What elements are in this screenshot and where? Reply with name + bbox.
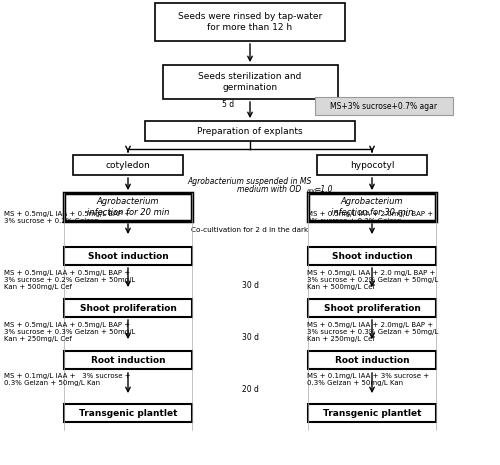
Text: Agrobacterium
infection for 20 min: Agrobacterium infection for 20 min bbox=[87, 197, 169, 217]
Bar bbox=[315, 97, 453, 115]
Text: Transgenic plantlet: Transgenic plantlet bbox=[323, 408, 421, 418]
Text: Shoot proliferation: Shoot proliferation bbox=[324, 304, 420, 312]
Text: MS + 0.1mg/L IAA + 3% sucrose +
0.3% Gelzan + 50mg/L Kan: MS + 0.1mg/L IAA + 3% sucrose + 0.3% Gel… bbox=[307, 373, 429, 386]
Bar bbox=[162, 65, 338, 99]
Text: MS + 0.1mg/L IAA +   3% sucrose +
0.3% Gelzan + 50mg/L Kan: MS + 0.1mg/L IAA + 3% sucrose + 0.3% Gel… bbox=[4, 373, 130, 386]
Text: Seeds were rinsed by tap-water
for more than 12 h: Seeds were rinsed by tap-water for more … bbox=[178, 12, 322, 32]
Text: Co-cultivation for 2 d in the dark: Co-cultivation for 2 d in the dark bbox=[192, 227, 308, 233]
Bar bbox=[308, 351, 436, 369]
Text: MS + 0.5mg/L IAA + 2.0 mg/L BAP +
3% sucrose + 0.2% Gelzan + 50mg/L
Kan + 500mg/: MS + 0.5mg/L IAA + 2.0 mg/L BAP + 3% suc… bbox=[307, 270, 438, 290]
Text: 5 d: 5 d bbox=[222, 100, 234, 108]
Text: 20 d: 20 d bbox=[242, 385, 258, 393]
Text: Shoot induction: Shoot induction bbox=[332, 252, 412, 260]
Text: medium with OD: medium with OD bbox=[237, 185, 301, 193]
Bar bbox=[308, 247, 436, 265]
Bar bbox=[64, 404, 192, 422]
Text: Shoot induction: Shoot induction bbox=[88, 252, 168, 260]
Text: Preparation of explants: Preparation of explants bbox=[197, 126, 303, 135]
Text: hypocotyl: hypocotyl bbox=[350, 160, 394, 170]
Text: Seeds sterilization and
germination: Seeds sterilization and germination bbox=[198, 72, 302, 92]
Bar bbox=[64, 247, 192, 265]
Text: MS + 0.5mg/L IAA + 0.5mg/L BAP +
3% sucrose + 0.2% Gelzan + 50mg/L
Kan + 500mg/L: MS + 0.5mg/L IAA + 0.5mg/L BAP + 3% sucr… bbox=[4, 270, 135, 290]
Text: MS + 0.5mg/L IAA + 2.0mg/L BAP +
3% sucrose + 0.3% Gelzan + 50mg/L
Kan + 250mg/L: MS + 0.5mg/L IAA + 2.0mg/L BAP + 3% sucr… bbox=[307, 322, 438, 342]
Bar bbox=[308, 404, 436, 422]
Bar bbox=[73, 155, 183, 175]
Text: Root induction: Root induction bbox=[334, 356, 409, 365]
Text: =1.0: =1.0 bbox=[314, 185, 332, 193]
Bar bbox=[64, 351, 192, 369]
Text: Root induction: Root induction bbox=[90, 356, 166, 365]
Bar bbox=[145, 121, 355, 141]
Bar bbox=[155, 3, 345, 41]
Bar bbox=[64, 299, 192, 317]
Text: Agrobacterium suspended in MS: Agrobacterium suspended in MS bbox=[188, 177, 312, 186]
Bar bbox=[64, 193, 192, 221]
Text: 600: 600 bbox=[307, 189, 318, 194]
Text: MS + 0.5mg/L IAA + 2.0mg/L BAP +
3% sucrose + 0.2% Gelzan: MS + 0.5mg/L IAA + 2.0mg/L BAP + 3% sucr… bbox=[307, 211, 433, 224]
Bar bbox=[308, 193, 436, 221]
Text: Shoot proliferation: Shoot proliferation bbox=[80, 304, 176, 312]
Bar bbox=[308, 299, 436, 317]
Text: MS+3% sucrose+0.7% agar: MS+3% sucrose+0.7% agar bbox=[330, 101, 438, 111]
Text: Transgenic plantlet: Transgenic plantlet bbox=[79, 408, 177, 418]
Text: 30 d: 30 d bbox=[242, 332, 258, 341]
Text: cotyledon: cotyledon bbox=[106, 160, 150, 170]
Text: MS + 0.5mg/L IAA + 0.5mg/L BAP +
3% sucrose + 0.3% Gelzan + 50mg/L
Kan + 250mg/L: MS + 0.5mg/L IAA + 0.5mg/L BAP + 3% sucr… bbox=[4, 322, 136, 342]
Text: Agrobacterium
infection for 30 min: Agrobacterium infection for 30 min bbox=[331, 197, 413, 217]
Bar bbox=[317, 155, 427, 175]
Text: 30 d: 30 d bbox=[242, 280, 258, 290]
Text: MS + 0.5mg/L IAA + 0.5mg/L BAP +
3% sucrose + 0.2% Gelzan: MS + 0.5mg/L IAA + 0.5mg/L BAP + 3% sucr… bbox=[4, 211, 130, 224]
